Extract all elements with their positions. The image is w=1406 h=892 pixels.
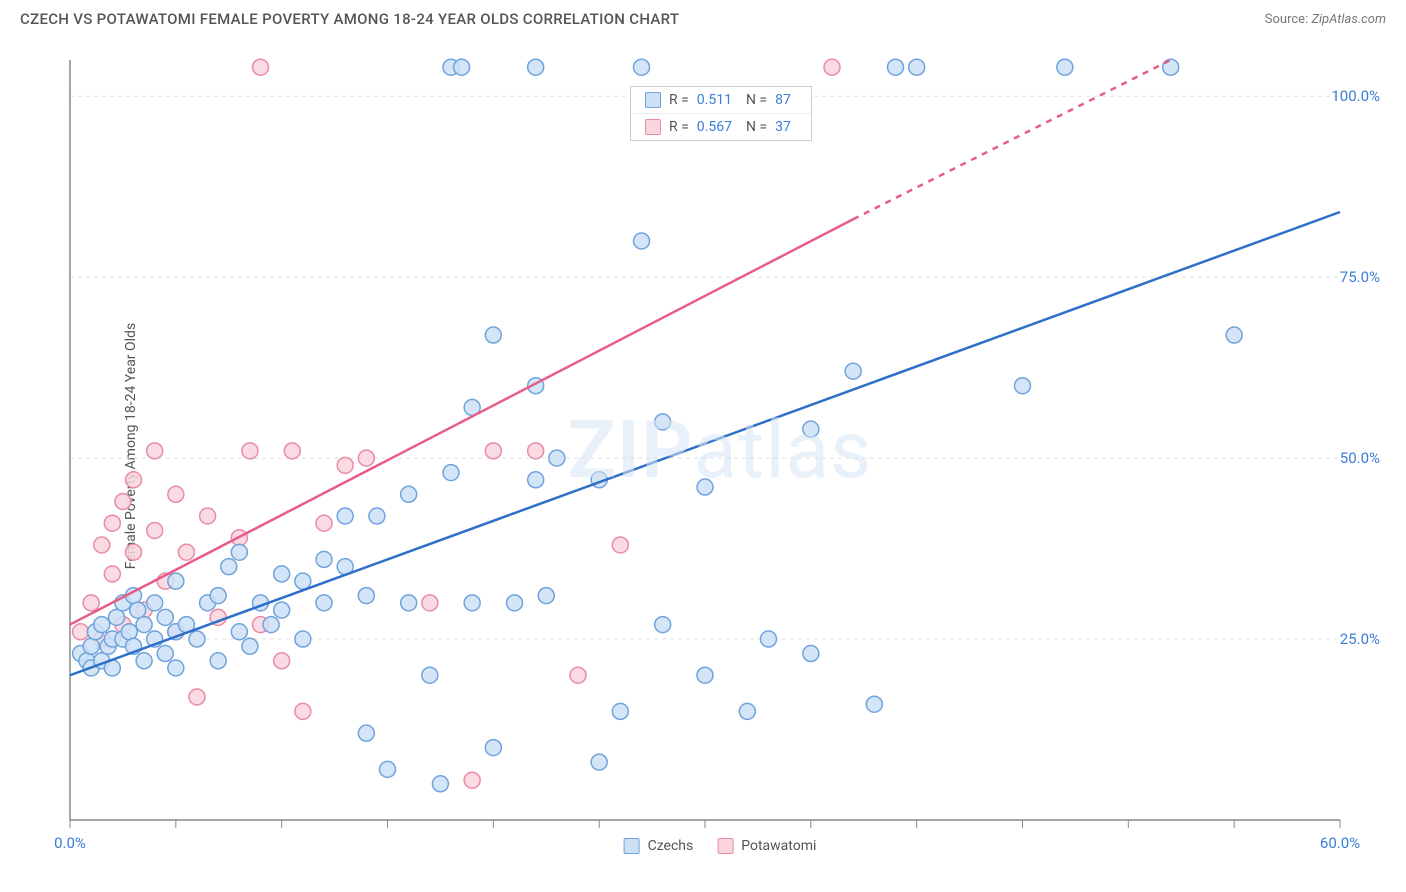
legend-swatch-czechs <box>645 92 661 108</box>
r-label: R = <box>669 119 689 135</box>
y-tick-label: 75.0% <box>1340 268 1380 286</box>
r-value-czechs: 0.511 <box>697 92 732 108</box>
legend-item-potawatomi: Potawatomi <box>717 838 816 854</box>
r-value-potawatomi: 0.567 <box>697 119 732 135</box>
correlation-legend: R = 0.511 N = 87 R = 0.567 N = 37 <box>630 86 812 141</box>
legend-swatch-czechs <box>624 838 640 854</box>
legend-row-czechs: R = 0.511 N = 87 <box>631 87 811 113</box>
legend-item-czechs: Czechs <box>624 838 694 854</box>
y-tick-label: 100.0% <box>1331 87 1380 105</box>
legend-label-potawatomi: Potawatomi <box>741 838 816 854</box>
n-value-czechs: 87 <box>775 92 791 108</box>
n-label: N = <box>746 92 767 108</box>
legend-label-czechs: Czechs <box>648 838 694 854</box>
legend-swatch-potawatomi <box>717 838 733 854</box>
y-tick-label: 50.0% <box>1340 449 1380 467</box>
y-tick-label: 25.0% <box>1340 630 1380 648</box>
scatter-plot-svg <box>50 40 1390 860</box>
source-attribution: Source: ZipAtlas.com <box>1265 12 1386 27</box>
chart-header: CZECH VS POTAWATOMI FEMALE POVERTY AMONG… <box>0 0 1406 36</box>
legend-swatch-potawatomi <box>645 119 661 135</box>
x-tick-label: 60.0% <box>1320 834 1360 852</box>
x-tick-label: 0.0% <box>54 834 86 852</box>
source-value: ZipAtlas.com <box>1311 12 1386 27</box>
source-label: Source: <box>1265 12 1308 27</box>
n-value-potawatomi: 37 <box>775 119 791 135</box>
chart-container: ZIPatlas R = 0.511 N = 87 R = 0.567 N = … <box>50 40 1390 860</box>
n-label: N = <box>746 119 767 135</box>
r-label: R = <box>669 92 689 108</box>
legend-row-potawatomi: R = 0.567 N = 37 <box>631 113 811 140</box>
series-legend: Czechs Potawatomi <box>624 838 817 854</box>
chart-title: CZECH VS POTAWATOMI FEMALE POVERTY AMONG… <box>20 10 679 28</box>
